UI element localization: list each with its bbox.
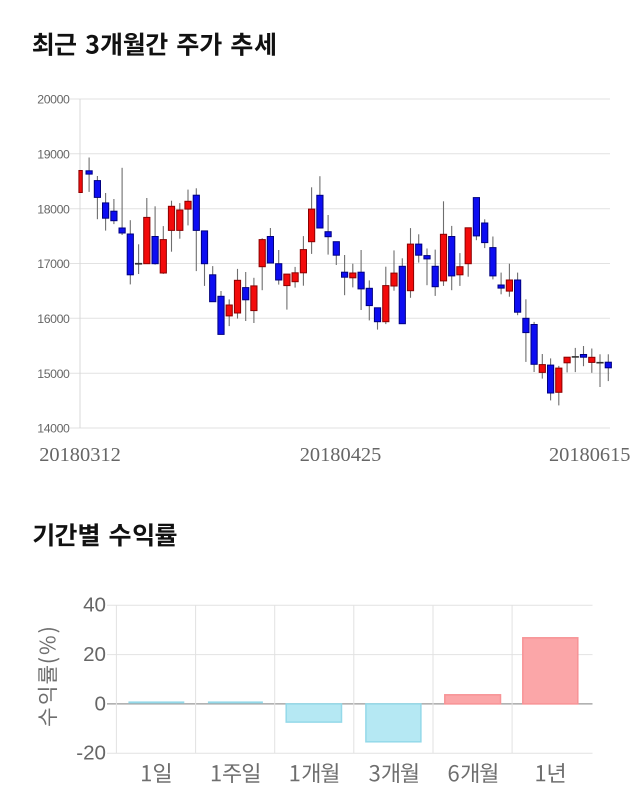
- svg-text:40: 40: [83, 594, 106, 617]
- svg-text:-20: -20: [76, 742, 106, 765]
- svg-text:20180425: 20180425: [300, 444, 382, 466]
- svg-text:14000: 14000: [37, 422, 70, 436]
- svg-text:20000: 20000: [37, 93, 70, 107]
- svg-text:16000: 16000: [37, 312, 70, 326]
- svg-text:20180615: 20180615: [549, 444, 631, 466]
- svg-text:18000: 18000: [37, 202, 70, 216]
- svg-text:20180312: 20180312: [39, 444, 121, 466]
- svg-text:15000: 15000: [37, 367, 70, 381]
- svg-text:19000: 19000: [37, 147, 70, 161]
- svg-text:0: 0: [95, 692, 106, 715]
- svg-text:20: 20: [83, 643, 106, 666]
- svg-text:17000: 17000: [37, 257, 70, 271]
